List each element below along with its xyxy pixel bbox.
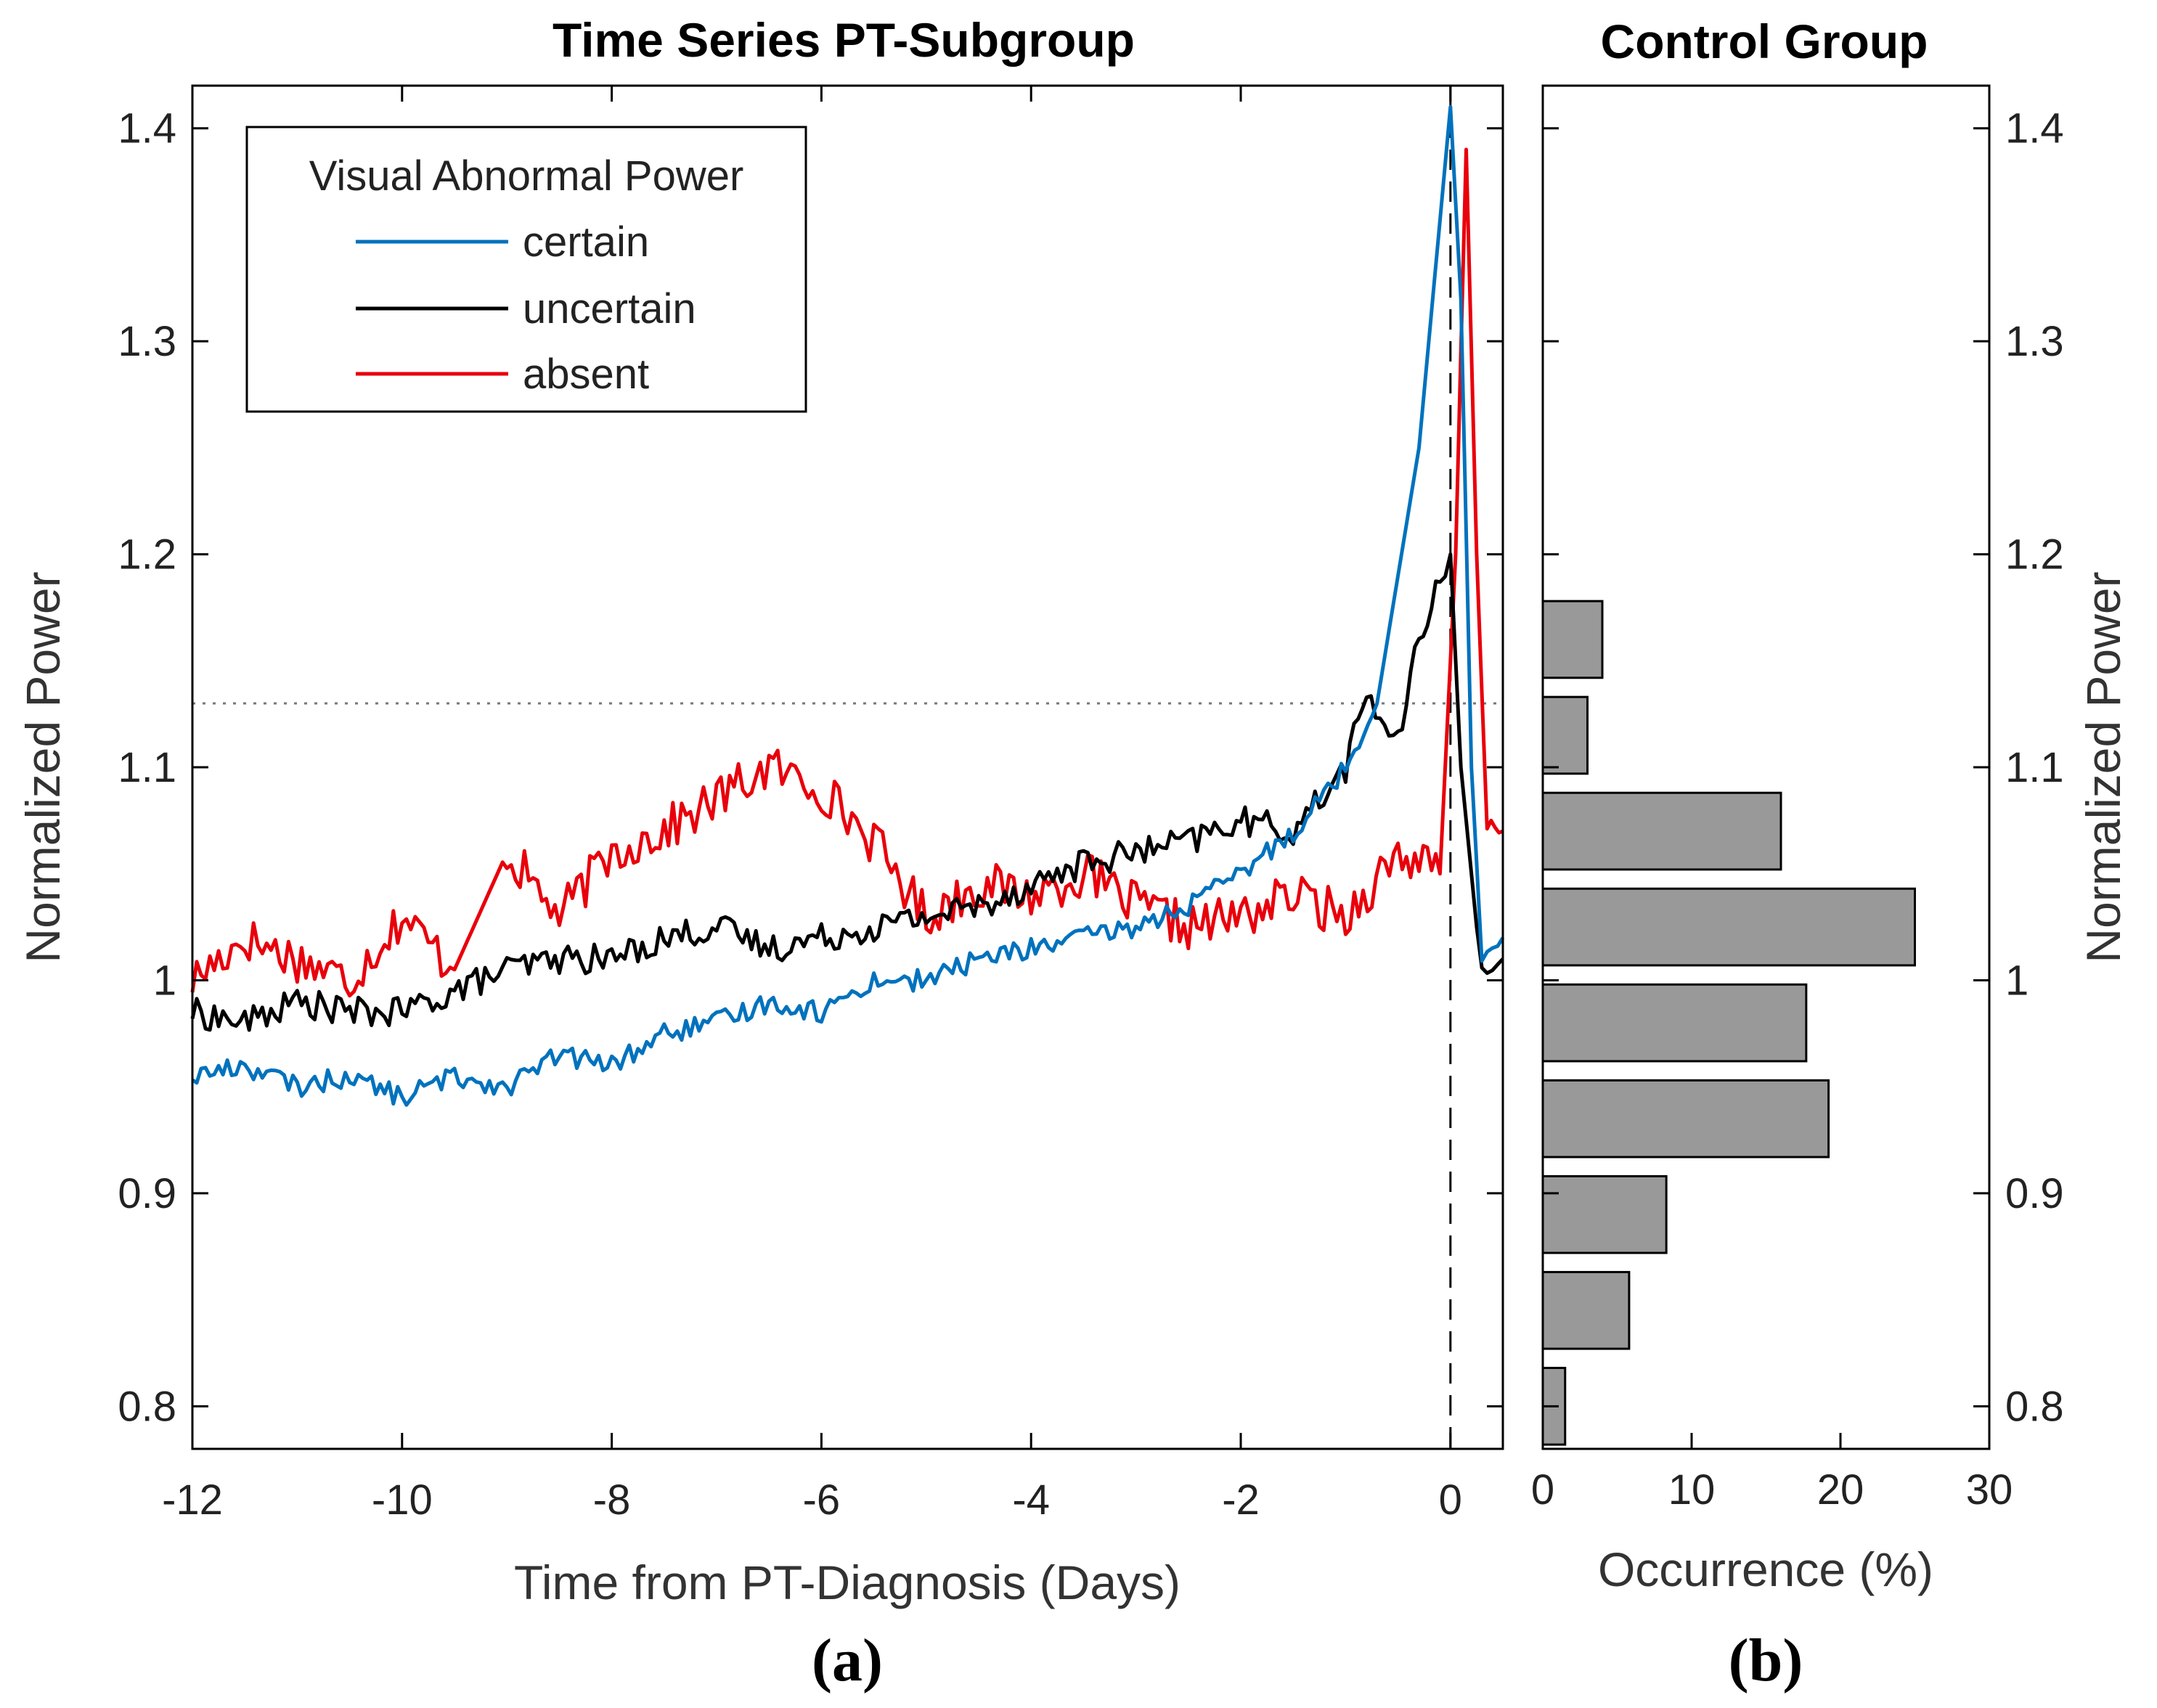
- histogram-bar: [1541, 1174, 1668, 1254]
- b-y-tick-label: 1.4: [2005, 105, 2064, 152]
- y-tick-label: 1.2: [118, 531, 176, 579]
- x-axis-ticks: -12 -10 -8 -6 -4 -2 0: [162, 86, 1462, 1524]
- series-line-uncertain: [190, 552, 1504, 1032]
- legend: Visual Abnormal Power certain uncertain …: [245, 126, 807, 413]
- b-y-tick-label: 0.9: [2005, 1170, 2064, 1217]
- b-x-tick-label: 30: [1966, 1466, 2013, 1513]
- time-series-panel: Time Series PT-Subgroup -12 -10 -8 -6 -4 -2 0 …: [16, 13, 1505, 1694]
- panel-b-label: (b): [1729, 1627, 1803, 1694]
- x-tick-label: -2: [1222, 1476, 1260, 1524]
- panel-b-y-axis-label: Normalized Power: [2076, 571, 2130, 963]
- panel-a-x-axis-label: Time from PT-Diagnosis (Days): [514, 1556, 1181, 1609]
- legend-label-uncertain: uncertain: [523, 285, 696, 332]
- b-x-tick-label: 10: [1668, 1466, 1716, 1513]
- b-x-tick-label: 0: [1531, 1466, 1554, 1513]
- histogram-bar: [1541, 600, 1604, 679]
- x-tick-label: -10: [372, 1476, 433, 1524]
- histogram-bar: [1541, 1079, 1830, 1159]
- x-tick-label: -4: [1012, 1476, 1050, 1524]
- panel-b-x-axis-ticks: 0 10 20 30: [1531, 1433, 2013, 1513]
- b-y-tick-label: 1.1: [2005, 744, 2064, 791]
- y-tick-label: 0.8: [118, 1383, 176, 1430]
- y-tick-label: 0.9: [118, 1170, 176, 1217]
- y-tick-label: 1.4: [118, 105, 176, 152]
- legend-box: [245, 126, 807, 413]
- x-tick-label: -6: [803, 1476, 841, 1524]
- legend-title: Visual Abnormal Power: [309, 152, 744, 200]
- histogram-bar: [1541, 1270, 1631, 1350]
- b-y-tick-label: 0.8: [2005, 1383, 2064, 1430]
- panel-b-x-axis-label: Occurrence (%): [1598, 1542, 1933, 1596]
- y-tick-label: 1.3: [118, 318, 176, 365]
- legend-label-absent: absent: [523, 351, 649, 398]
- y-axis-ticks: 0.8 0.9 1 1.1 1.2 1.3 1.4: [118, 105, 1503, 1430]
- y-tick-label: 1.1: [118, 744, 176, 791]
- x-tick-label: 0: [1439, 1476, 1462, 1524]
- panel-a-label: (a): [812, 1627, 883, 1694]
- legend-label-certain: certain: [523, 218, 649, 266]
- b-y-tick-label: 1.2: [2005, 531, 2064, 579]
- panel-b-title: Control Group: [1601, 15, 1928, 68]
- y-tick-label: 1: [153, 957, 176, 1004]
- x-tick-label: -12: [162, 1476, 223, 1524]
- histogram-bar: [1541, 791, 1782, 871]
- histogram-bar: [1541, 983, 1808, 1063]
- b-y-tick-label: 1.3: [2005, 318, 2064, 365]
- histogram-bar: [1541, 695, 1589, 775]
- b-x-tick-label: 20: [1817, 1466, 1864, 1513]
- series-line-absent: [190, 147, 1504, 998]
- histogram-bar: [1541, 887, 1916, 967]
- series-lines: [190, 105, 1505, 1107]
- histogram-bars: [1541, 600, 1916, 1446]
- series-line-certain: [191, 105, 1505, 1107]
- control-histogram-panel: Control Group 0 10 20 30 0.8 0.9 1 1.1 1.2 1.3 1.…: [1531, 15, 2130, 1694]
- panel-a-y-axis-label: Normalized Power: [16, 571, 70, 963]
- panel-b-y-axis-ticks: 0.8 0.9 1 1.1 1.2 1.3 1.4: [1543, 105, 2064, 1430]
- x-tick-label: -8: [593, 1476, 631, 1524]
- b-y-tick-label: 1: [2005, 957, 2028, 1004]
- panel-a-title: Time Series PT-Subgroup: [552, 13, 1135, 67]
